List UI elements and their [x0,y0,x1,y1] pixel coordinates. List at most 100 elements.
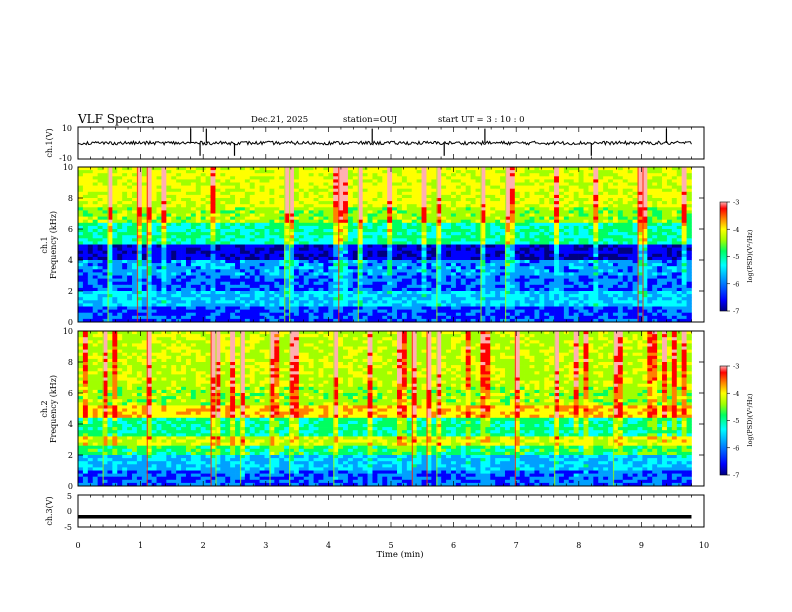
spectrogram-cell [161,207,167,211]
spectrogram-cell [583,278,589,283]
spectrogram-cell [500,272,506,276]
spectrogram-cell [239,185,246,190]
spectrogram-cell [598,219,604,224]
spectrogram-cell [82,278,89,283]
spectrogram-cell [230,247,236,252]
spectrogram-cell [97,266,103,270]
spectrogram-cell [534,216,540,221]
spectrogram-cell [259,188,265,193]
spectrogram-cell [338,173,344,177]
spectrogram-cell [308,263,314,267]
spectrogram-cell [416,198,422,202]
spectrogram-cell [289,235,295,239]
spectrogram-cell [451,241,457,245]
spectrogram-cell [362,244,368,248]
spectrogram-cell [166,253,172,258]
spectrogram-cell [465,229,471,233]
spectrogram-cell [156,167,162,171]
spectrogram-cell [441,191,447,196]
spectrogram-cell [274,210,280,214]
spectrogram-cell [235,188,241,193]
spectrogram-cell [235,250,241,255]
spectrogram-cell [480,179,486,183]
spectrogram-cell [195,287,202,292]
spectrogram-cell [254,216,260,221]
spectrogram-cell [544,219,550,224]
spectrogram-cell [343,232,349,236]
spectrogram-cell [549,225,555,230]
spectrogram-cell [632,235,638,239]
spectrogram-cell [686,241,692,245]
spectrogram-cell [136,219,143,224]
spectrogram-cell [504,272,511,276]
spectrogram-cell [495,185,501,190]
spectrogram-cell [686,194,692,199]
spectrogram-cell [244,219,251,224]
spectrogram-cell [603,188,609,193]
spectrogram-cell [573,278,579,283]
spectrogram-cell [401,185,408,190]
spectrogram-cell [289,167,295,171]
spectrogram-cell [465,204,471,208]
spectrogram-cell [647,167,653,171]
spectrogram-cell [416,179,422,183]
spectrogram-cell [632,269,638,273]
spectrogram-cell [200,222,206,227]
spectrogram-cell [563,284,570,289]
spectrogram-cell [377,167,383,171]
spectrogram-cell [475,250,481,255]
spectrogram-cell [558,176,565,180]
spectrogram-cell [662,173,668,177]
spectrogram-cell [274,198,280,202]
spectrogram-cell [156,201,162,205]
spectrogram-cell [284,191,290,196]
spectrogram-cell [519,287,525,292]
spectrogram-cell [485,207,491,211]
spectrogram-cell [568,207,575,211]
spectrogram-cell [195,170,202,174]
spectrogram-cell [426,207,432,211]
spectrogram-cell [87,216,94,221]
spectrogram-cell [470,232,476,236]
spectrogram-cell [259,241,265,245]
spectrogram-cell [470,284,476,289]
spectrogram-cell [475,256,481,261]
spectrogram-cell [112,244,118,248]
spectrogram-cell [269,275,275,279]
spectrogram-cell [612,232,619,236]
spectrogram-cell [578,263,584,267]
spectrogram-cell [416,275,422,279]
spectrogram-cell [82,167,89,171]
spectrogram-cell [617,191,624,196]
spectrogram-cell [190,213,197,217]
spectrogram-cell [657,179,663,183]
spectrogram-cell [627,207,633,211]
spectrogram-cell [446,207,452,211]
spectrogram-cell [578,222,584,227]
spectrogram-cell [387,238,393,242]
spectrogram-cell [195,260,202,264]
spectrogram-cell [431,225,437,230]
spectrogram-cell [87,182,94,186]
spectrogram-cell [195,284,202,289]
spectrogram-cell [598,263,604,267]
spectrogram-cell [352,241,359,245]
spectrogram-cell [151,278,157,283]
ch1-waveform-trace [77,128,692,156]
spectrogram-cell [279,222,285,227]
spectrogram-cell [622,253,629,258]
spectrogram-cell [441,204,447,208]
spectrogram-cell [539,269,545,273]
spectrogram-cell [107,198,113,202]
spectrogram-cell [612,176,619,180]
spectrogram-cell [269,247,275,252]
spectrogram-cell [112,179,118,183]
spectrogram-cell [671,182,678,186]
spectrogram-cell [146,235,152,239]
spectrogram-cell [190,278,197,283]
spectrogram-cell [470,167,476,171]
spectrogram-cell [519,272,525,276]
spectrogram-cell [416,229,422,233]
spectrogram-cell [151,275,157,279]
spectrogram-cell [166,167,172,171]
